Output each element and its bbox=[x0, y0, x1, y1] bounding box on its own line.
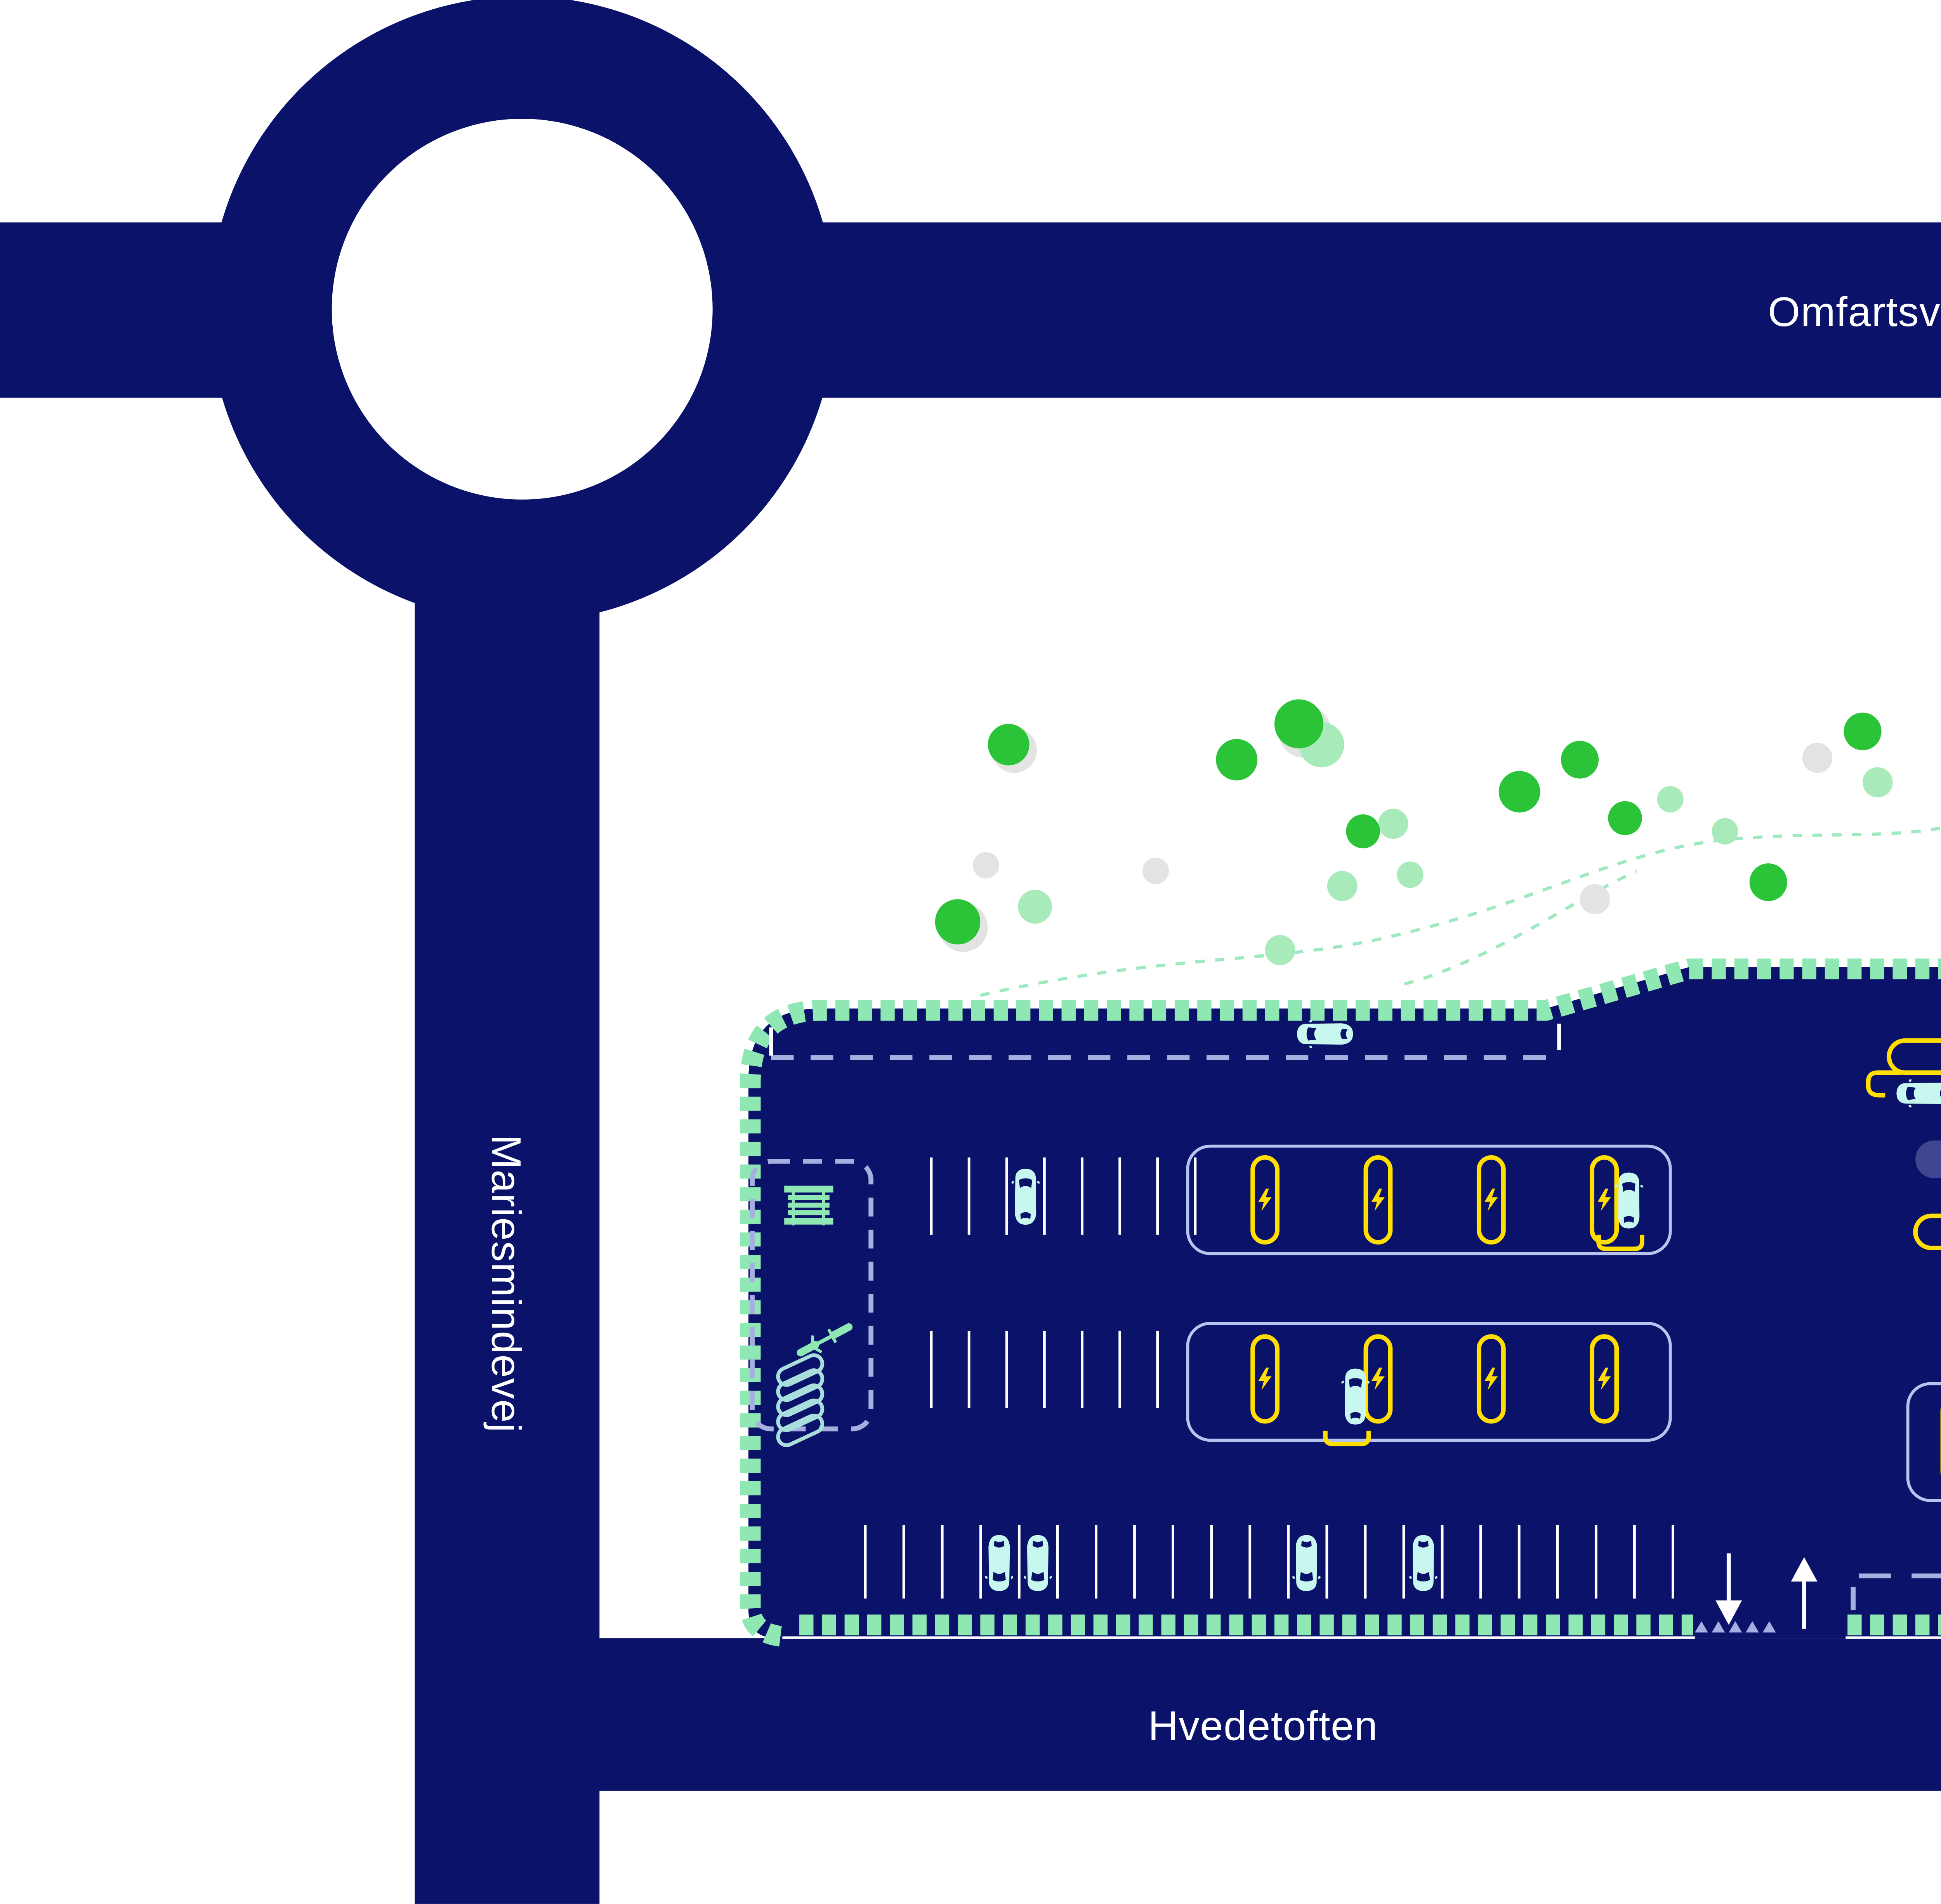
charger-group-row1 bbox=[1186, 1144, 1672, 1255]
truck-charge-bay bbox=[1887, 1038, 1941, 1075]
tree bbox=[1216, 739, 1258, 781]
tree bbox=[1844, 712, 1882, 750]
table-slat bbox=[784, 1185, 833, 1193]
path bbox=[980, 826, 1941, 997]
arrow-up-icon bbox=[1791, 1557, 1818, 1629]
path bbox=[1404, 869, 1637, 986]
car bbox=[985, 1535, 1014, 1591]
tree bbox=[1018, 890, 1052, 924]
canopy-bar bbox=[1915, 1140, 1941, 1179]
bottom-road bbox=[494, 1638, 1941, 1791]
charger-group-right bbox=[1906, 1382, 1941, 1502]
charging-cable bbox=[1866, 1070, 1903, 1098]
tree bbox=[1561, 741, 1599, 779]
tree-shadow bbox=[972, 852, 999, 879]
road-label-mariesmindevej: Mariesmindevej bbox=[483, 1134, 530, 1433]
tree bbox=[1397, 861, 1424, 888]
tree bbox=[1863, 767, 1893, 798]
car-charging bbox=[1341, 1368, 1370, 1425]
tree bbox=[1657, 786, 1684, 813]
bike-stand bbox=[776, 1368, 825, 1402]
table-slat bbox=[788, 1210, 830, 1215]
arrow-down-icon bbox=[1715, 1553, 1742, 1625]
tree bbox=[1378, 809, 1408, 839]
yield-triangles bbox=[1694, 1621, 1776, 1633]
triangle bbox=[1762, 1621, 1776, 1633]
car bbox=[1011, 1168, 1040, 1225]
truck-charging-area bbox=[1866, 1038, 1941, 1250]
parking-lot bbox=[748, 967, 1941, 1638]
bike-stand bbox=[776, 1398, 825, 1432]
bike-stand bbox=[776, 1353, 825, 1387]
bike-stand bbox=[776, 1383, 825, 1417]
triangle bbox=[1729, 1621, 1742, 1633]
bike-area-dashed-box bbox=[750, 1159, 873, 1432]
tree bbox=[1712, 818, 1738, 845]
tree bbox=[1274, 699, 1324, 748]
lot-border bbox=[740, 958, 1941, 1647]
charger-group-outline bbox=[1906, 1382, 1941, 1502]
parking-separators bbox=[864, 1157, 1674, 1599]
triangle bbox=[1694, 1621, 1708, 1633]
table-slat bbox=[788, 1203, 830, 1208]
charger-group-row2 bbox=[1186, 1322, 1672, 1446]
tree-shadows bbox=[939, 705, 1833, 952]
entrance-markings bbox=[1694, 1553, 1818, 1633]
car bbox=[1023, 1535, 1052, 1591]
triangle bbox=[1745, 1621, 1759, 1633]
tree bbox=[1265, 935, 1295, 965]
charging-cable bbox=[1596, 1234, 1644, 1251]
roundabout-island bbox=[332, 118, 713, 500]
car bbox=[1896, 1079, 1941, 1108]
trees-light bbox=[1018, 722, 1893, 965]
tree-shadow bbox=[1580, 884, 1610, 915]
table-leg bbox=[792, 1185, 795, 1225]
road-label-omfartsvejen: Omfartsvejen bbox=[1768, 288, 1941, 336]
table-leg bbox=[822, 1185, 825, 1225]
car-charging bbox=[1615, 1172, 1643, 1229]
tree-shadow bbox=[1142, 857, 1169, 884]
bike-icon bbox=[797, 1323, 853, 1357]
pond-and-trees bbox=[935, 699, 1893, 965]
bike-stands bbox=[776, 1353, 825, 1448]
charger-group-outline bbox=[1186, 1322, 1672, 1442]
triangle bbox=[1712, 1621, 1725, 1633]
trees-bright bbox=[935, 699, 1882, 945]
charger-group-outline bbox=[1186, 1144, 1672, 1255]
car bbox=[1292, 1535, 1321, 1591]
tree bbox=[1327, 871, 1358, 901]
top-road bbox=[763, 222, 1941, 398]
tree bbox=[988, 724, 1030, 765]
tree bbox=[1498, 771, 1540, 813]
bike-parking bbox=[776, 1323, 853, 1448]
car bbox=[1409, 1535, 1438, 1591]
picnic-table-icon bbox=[784, 1185, 833, 1225]
road-label-hvedetoften: Hvedetoften bbox=[1148, 1702, 1378, 1750]
drive-lane-markings bbox=[769, 1023, 1941, 1610]
walking-paths bbox=[980, 826, 1941, 997]
charging-cable bbox=[1323, 1430, 1371, 1446]
tree bbox=[935, 899, 981, 945]
lot-border-main bbox=[740, 958, 1941, 1647]
tree bbox=[1608, 801, 1642, 835]
table-slat bbox=[784, 1218, 833, 1225]
table-slat bbox=[788, 1195, 830, 1200]
tree bbox=[1749, 863, 1787, 901]
tree bbox=[1346, 814, 1380, 849]
truck-charge-bay bbox=[1913, 1213, 1941, 1250]
bike-stand bbox=[776, 1413, 825, 1448]
car-driving bbox=[1297, 1020, 1353, 1048]
tree-shadow bbox=[1802, 743, 1833, 773]
